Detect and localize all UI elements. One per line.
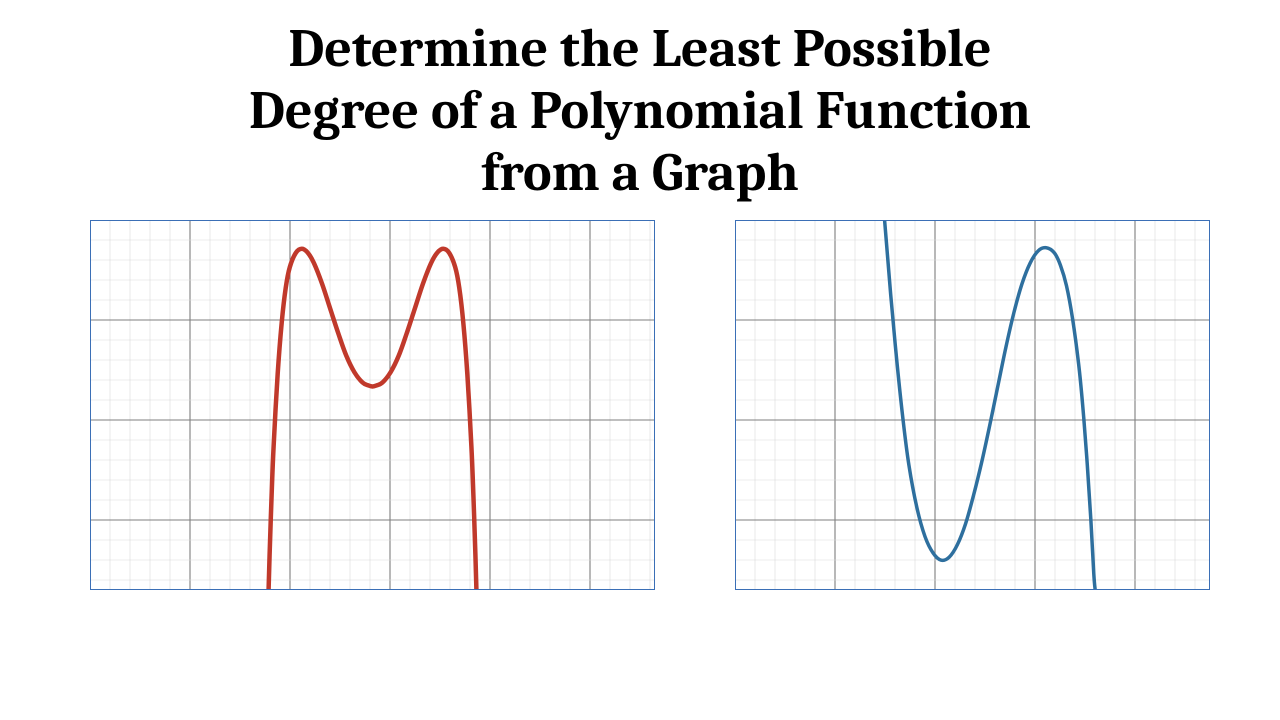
chart-svg xyxy=(735,220,1210,590)
title-line-2: Degree of a Polynomial Function xyxy=(249,79,1031,142)
charts-row xyxy=(0,220,1280,590)
chart-right xyxy=(735,220,1210,590)
page-title: Determine the Least Possible Degree of a… xyxy=(249,18,1031,204)
chart-left xyxy=(90,220,655,590)
page: Determine the Least Possible Degree of a… xyxy=(0,0,1280,720)
title-line-1: Determine the Least Possible xyxy=(288,17,991,80)
title-line-3: from a Graph xyxy=(481,141,799,204)
chart-svg xyxy=(90,220,655,590)
